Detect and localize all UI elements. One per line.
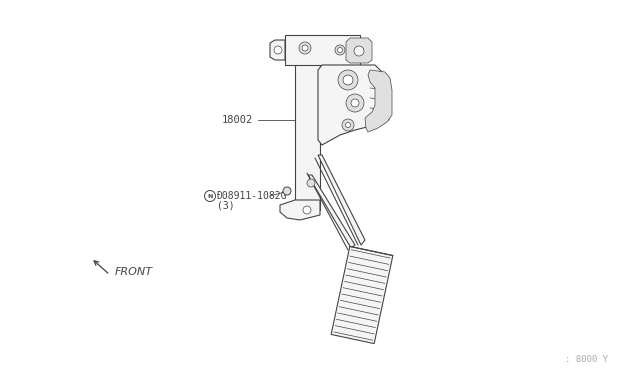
Circle shape (354, 46, 364, 56)
Circle shape (274, 46, 282, 54)
Polygon shape (318, 65, 388, 145)
Text: N: N (207, 193, 212, 199)
Circle shape (205, 190, 216, 202)
Circle shape (346, 94, 364, 112)
Circle shape (351, 99, 359, 107)
Circle shape (346, 122, 351, 128)
Circle shape (283, 187, 291, 195)
Text: : 8000 Y: : 8000 Y (565, 356, 608, 365)
Polygon shape (331, 246, 393, 344)
Text: (3): (3) (217, 201, 235, 211)
Text: 18002: 18002 (222, 115, 253, 125)
Circle shape (303, 206, 311, 214)
Circle shape (342, 119, 354, 131)
Polygon shape (308, 175, 355, 248)
Circle shape (335, 45, 345, 55)
Circle shape (337, 48, 342, 52)
Polygon shape (318, 155, 365, 245)
Circle shape (343, 75, 353, 85)
Circle shape (302, 45, 308, 51)
Polygon shape (365, 70, 392, 132)
Circle shape (338, 70, 358, 90)
Circle shape (299, 42, 311, 54)
Polygon shape (346, 38, 372, 63)
Polygon shape (270, 40, 285, 60)
Text: Ð08911-1082G: Ð08911-1082G (217, 191, 287, 201)
Polygon shape (280, 200, 320, 220)
Polygon shape (295, 60, 320, 210)
Text: FRONT: FRONT (115, 267, 153, 277)
Polygon shape (285, 35, 360, 65)
Circle shape (307, 179, 315, 187)
